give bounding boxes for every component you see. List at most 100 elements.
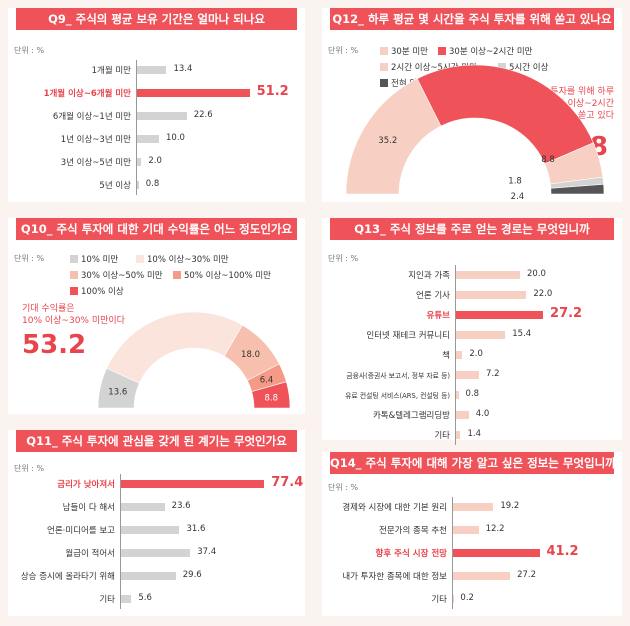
legend-swatch [136, 255, 144, 263]
bar-label: 월급이 적어서 [65, 549, 115, 559]
bar-label: 언론·미디어를 보고 [47, 526, 115, 536]
q14-panel: Q14_ 주식 투자에 대해 가장 알고 싶은 정보는 무엇입니까 단위 : %… [322, 452, 622, 616]
bar-value: 27.2 [550, 306, 583, 321]
bar-label: 책 [442, 351, 450, 361]
bar-value: 77.4 [271, 475, 304, 490]
slice-label: 1.8 [508, 177, 522, 187]
bar-label: 상승 증시에 올라타기 위해 [20, 572, 115, 582]
bar-label: 5년 이상 [99, 181, 131, 191]
bar-label: 금융사(증권사 보고서, 정부 자료 등) [346, 372, 450, 380]
legend-swatch [173, 271, 181, 279]
bar-value: 37.4 [197, 547, 217, 557]
bar-label: 카톡&텔레그램리딩방 [372, 411, 450, 421]
bar [121, 503, 165, 511]
bar [121, 526, 180, 534]
q9-panel: Q9_ 주식의 평균 보유 기간은 얼마나 되나요 단위 : % 1개월 미만 1… [8, 8, 305, 202]
bar-value: 2.0 [148, 156, 162, 166]
bar-value: 23.6 [171, 501, 191, 511]
bar [137, 181, 139, 189]
axis-line [455, 265, 456, 445]
bar [121, 595, 132, 603]
bar-label: 인터넷 재테크 커뮤니티 [366, 331, 450, 341]
q9-title: Q9_ 주식의 평균 보유 기간은 얼마나 되나요 [16, 8, 297, 30]
legend-swatch [380, 63, 388, 71]
donut-slice [550, 183, 605, 195]
slice-label: 8.8 [541, 155, 555, 165]
bar-value: 7.2 [486, 369, 500, 379]
bar-label: 기타 [99, 595, 115, 605]
q10-legend-3: 50% 이상~100% 미만 [173, 269, 271, 281]
bar-value: 19.2 [500, 501, 520, 511]
q12-unit: 단위 : % [328, 46, 359, 55]
bar-label: 경제와 시장에 대한 기본 원리 [342, 503, 447, 513]
bar-value: 20.0 [527, 269, 546, 279]
bar [453, 526, 479, 534]
bar [456, 291, 527, 299]
q13-unit: 단위 : % [328, 254, 359, 263]
bar [456, 351, 463, 359]
bar-value: 0.8 [145, 179, 160, 189]
slice-label: 13.6 [108, 387, 127, 397]
slice-label: 18.0 [241, 350, 260, 360]
bar [453, 595, 454, 603]
q10-big-number: 53.2 [22, 330, 87, 360]
bar-value: 4.0 [475, 409, 490, 419]
legend-swatch [438, 47, 446, 55]
slice-label: 8.8 [264, 393, 278, 403]
bar-label: 지인과 가족 [408, 271, 450, 281]
q11-title: Q11_ 주식 투자에 관심을 갖게 된 계기는 무엇인가요 [16, 430, 297, 452]
q12-panel: Q12_ 하루 평균 몇 시간을 주식 투자를 위해 쏟고 있나요 단위 : %… [322, 8, 622, 202]
axis-line [120, 474, 121, 609]
bar-label: 언론 기사 [416, 291, 450, 301]
bar-label: 기타 [431, 595, 447, 605]
q12-title: Q12_ 하루 평균 몇 시간을 주식 투자를 위해 쏟고 있나요 [330, 8, 614, 30]
axis-line [136, 60, 137, 195]
legend-swatch [70, 271, 78, 279]
q11-unit: 단위 : % [14, 464, 45, 473]
bar-value: 27.2 [517, 570, 537, 580]
bar-label: 3년 이상~5년 미만 [60, 158, 131, 168]
bar [456, 431, 461, 439]
q14-title: Q14_ 주식 투자에 대해 가장 알고 싶은 정보는 무엇입니까 [330, 452, 614, 474]
donut-slice [416, 64, 594, 165]
bar-label: 기타 [434, 431, 450, 441]
bar-value: 12.2 [485, 524, 505, 534]
bar [456, 411, 469, 419]
bar-value: 5.6 [138, 593, 152, 603]
bar [121, 572, 176, 580]
bar-value: 22.6 [193, 110, 213, 120]
bar-label: 1개월 이상~6개월 미만 [43, 89, 131, 99]
bar-value: 15.4 [512, 329, 532, 339]
legend-swatch [70, 287, 78, 295]
bar [453, 572, 511, 580]
q12-legend-1: 30분 이상~2시간 미만 [438, 45, 533, 57]
q13-title: Q13_ 주식 정보를 주로 얻는 경로는 무엇입니까 [330, 218, 614, 240]
q10-legend-0: 10% 미만 [70, 253, 118, 265]
bar [456, 391, 459, 399]
donut-slice [106, 311, 243, 384]
q14-unit: 단위 : % [328, 483, 359, 492]
q12-legend-3: 5시간 이상 [498, 61, 548, 73]
bar [456, 371, 480, 379]
bar [453, 503, 494, 511]
bar [121, 480, 265, 488]
bar-value: 51.2 [256, 84, 289, 99]
bar-label: 유료 컨설팅 서비스(ARS, 컨설팅 등) [345, 392, 450, 400]
slice-label: 35.2 [378, 136, 397, 146]
q12-legend-2: 2시간 이상~5시간 미만 [380, 61, 477, 73]
bar-label: 남들이 다 해서 [62, 503, 115, 513]
q9-unit: 단위 : % [14, 46, 45, 55]
q13-panel: Q13_ 주식 정보를 주로 얻는 경로는 무엇입니까 단위 : % 지인과 가… [322, 218, 622, 445]
bar [137, 89, 250, 97]
q10-legend-1: 10% 이상~30% 미만 [136, 253, 229, 265]
legend-swatch [70, 255, 78, 263]
bar [456, 311, 544, 319]
bar-label: 1개월 미만 [91, 66, 131, 76]
donut-slice [251, 381, 291, 409]
bar-value: 2.0 [469, 349, 483, 359]
bar [137, 135, 159, 143]
slice-label: 6.4 [260, 375, 274, 385]
q12-donut-chart: 35.2 8.8 1.8 2.4 [345, 64, 605, 202]
legend-swatch [380, 79, 388, 87]
slice-label: 2.4 [511, 192, 525, 202]
